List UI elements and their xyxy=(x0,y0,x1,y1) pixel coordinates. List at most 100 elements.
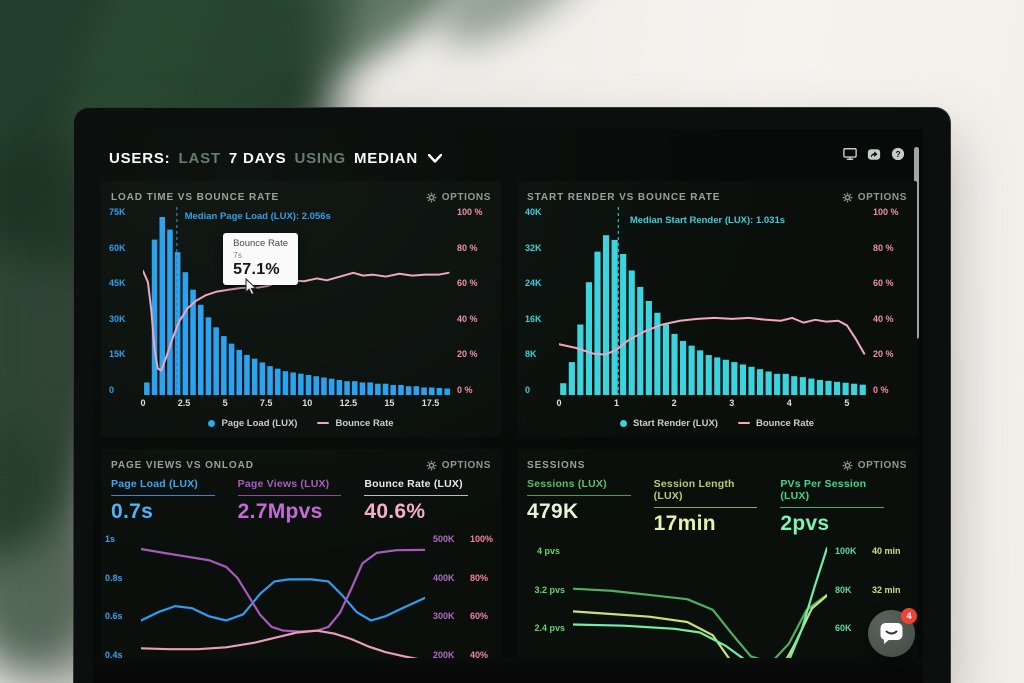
x-axis: 0 2.5 5 7.5 10 12.5 15 17.5 xyxy=(140,397,451,412)
axis-tick: 24K xyxy=(525,278,542,289)
mouse-cursor-icon xyxy=(245,278,257,296)
metric: Page Views (LUX) 2.7Mpvs xyxy=(237,478,351,524)
options-button[interactable]: OPTIONS xyxy=(842,192,907,203)
x-tick: 7.5 xyxy=(259,398,273,408)
options-button[interactable]: OPTIONS xyxy=(842,460,907,471)
gear-icon xyxy=(426,192,437,202)
tooltip-value: 57.1% xyxy=(233,261,280,279)
axis-tick: 60K xyxy=(109,242,126,253)
metric-label: Session Length (LUX) xyxy=(653,478,735,502)
x-tick: 2 xyxy=(671,398,677,408)
legend-item[interactable]: Bounce Rate xyxy=(737,418,814,429)
dashboard-screen: USERS: LAST 7 DAYS USING MEDIAN xyxy=(93,129,923,683)
plant-leaf xyxy=(423,0,627,67)
axis-tick: 80 % xyxy=(873,242,894,253)
axis-tick: 1s xyxy=(105,534,116,544)
header-segment: LAST xyxy=(178,149,221,167)
axis-tick: 8K xyxy=(525,349,537,360)
chart-tooltip: Bounce Rate 7s 57.1% xyxy=(223,233,299,286)
chevron-down-icon[interactable] xyxy=(427,153,442,163)
laptop-bezel xyxy=(93,658,923,683)
panel-title: PAGE VIEWS VS ONLOAD xyxy=(111,459,254,471)
x-tick: 17.5 xyxy=(421,398,440,408)
chart-legend: Start Render (LUX) Bounce Rate xyxy=(527,412,907,434)
metric-value: 2pvs xyxy=(780,512,830,535)
metric-value: 40.6% xyxy=(364,500,426,523)
axis-tick: 0.6s xyxy=(105,611,123,622)
metric-underline xyxy=(237,495,342,496)
legend-item[interactable]: Bounce Rate xyxy=(317,418,394,429)
options-label: OPTIONS xyxy=(441,191,491,203)
chart-plot[interactable]: Median Start Render (LUX): 1.031s xyxy=(559,207,867,395)
panel-title: LOAD TIME VS BOUNCE RATE xyxy=(111,191,280,203)
y-axis-right: 500K 100% 400K 80% 300K 60% 200K 40% xyxy=(425,528,493,676)
svg-text:?: ? xyxy=(895,149,900,159)
axis-tick: 40 % xyxy=(873,313,894,324)
chat-launcher-button[interactable]: 4 xyxy=(868,608,917,657)
metric-value: 17min xyxy=(653,512,716,535)
axis-tick: 4 pvs xyxy=(537,546,561,556)
panel-page-views: PAGE VIEWS VS ONLOAD xyxy=(101,449,501,683)
axis-tick: 0.8s xyxy=(105,572,123,583)
y-axis-left: 75K 60K 45K 30K 15K 0 xyxy=(109,207,143,395)
panel-load-time: LOAD TIME VS BOUNCE RATE xyxy=(101,181,501,437)
header-segment: 7 DAYS xyxy=(228,149,287,167)
dashboard-header[interactable]: USERS: LAST 7 DAYS USING MEDIAN xyxy=(109,144,907,172)
options-button[interactable]: OPTIONS xyxy=(426,192,491,203)
metric: Sessions (LUX) 479K xyxy=(527,478,640,536)
chat-bubble-icon xyxy=(880,623,903,644)
share-icon[interactable] xyxy=(867,147,881,161)
options-button[interactable]: OPTIONS xyxy=(426,460,491,471)
axis-tick: 300K 60% xyxy=(433,611,489,622)
legend-item[interactable]: Start Render (LUX) xyxy=(619,418,718,429)
chart-plot[interactable]: Median Page Load (LUX): 2.056s Bounce Ra… xyxy=(143,207,451,395)
legend-line-icon xyxy=(737,421,750,425)
axis-tick: 80 % xyxy=(457,242,478,253)
x-tick: 5 xyxy=(222,398,228,408)
median-annotation: Median Start Render (LUX): 1.031s xyxy=(629,214,786,226)
tooltip-title: Bounce Rate xyxy=(233,238,289,250)
monitor-icon[interactable] xyxy=(843,147,857,161)
gear-icon xyxy=(842,192,853,202)
options-label: OPTIONS xyxy=(857,459,907,471)
options-label: OPTIONS xyxy=(857,191,907,203)
chart-plot[interactable] xyxy=(141,528,425,676)
axis-tick: 30K xyxy=(109,313,126,324)
metric-row: Page Load (LUX) 0.7s Page Views (LUX) 2.7Mp… xyxy=(111,478,491,524)
x-tick: 3 xyxy=(729,398,735,408)
metric-value: 479K xyxy=(527,500,579,523)
metric: Page Load (LUX) 0.7s xyxy=(111,478,224,524)
metric-underline xyxy=(527,495,631,496)
gear-icon xyxy=(842,460,853,470)
y-axis-right: 100 % 80 % 60 % 40 % 20 % 0 % xyxy=(867,207,907,395)
legend-label: Page Load (LUX) xyxy=(221,417,298,429)
x-tick: 5 xyxy=(844,398,850,408)
x-tick: 4 xyxy=(786,398,792,408)
axis-tick: 0.4s xyxy=(105,649,123,660)
metric-row: Sessions (LUX) 479K Session Length (LUX) 17… xyxy=(527,478,907,536)
axis-tick: 3.2 pvs xyxy=(534,584,565,595)
metric-value: 2.7Mpvs xyxy=(237,500,323,523)
options-label: OPTIONS xyxy=(441,459,491,471)
header-segment: MEDIAN xyxy=(353,149,418,167)
axis-tick: 15K xyxy=(109,349,126,360)
x-tick: 10 xyxy=(302,398,313,408)
panel-grid: LOAD TIME VS BOUNCE RATE xyxy=(101,181,917,683)
toolbar: ? xyxy=(843,147,905,161)
legend-item[interactable]: Page Load (LUX) xyxy=(208,418,297,429)
metric-underline xyxy=(780,507,884,508)
help-icon[interactable]: ? xyxy=(891,147,905,161)
metric-value: 0.7s xyxy=(111,500,154,523)
axis-tick: 40K xyxy=(525,207,542,217)
axis-tick: 75K xyxy=(109,207,126,217)
x-tick: 12.5 xyxy=(339,398,358,408)
metric: PVs Per Session (LUX) 2pvs xyxy=(780,478,893,536)
gear-icon xyxy=(426,460,437,470)
laptop: USERS: LAST 7 DAYS USING MEDIAN xyxy=(73,107,951,683)
x-axis: 0 1 2 3 4 5 xyxy=(556,397,867,412)
axis-tick: 0 % xyxy=(457,384,473,395)
axis-tick: 60 % xyxy=(457,278,478,289)
axis-tick: 20 % xyxy=(457,349,478,360)
x-tick: 1 xyxy=(614,398,620,408)
x-tick: 0 xyxy=(556,398,562,408)
